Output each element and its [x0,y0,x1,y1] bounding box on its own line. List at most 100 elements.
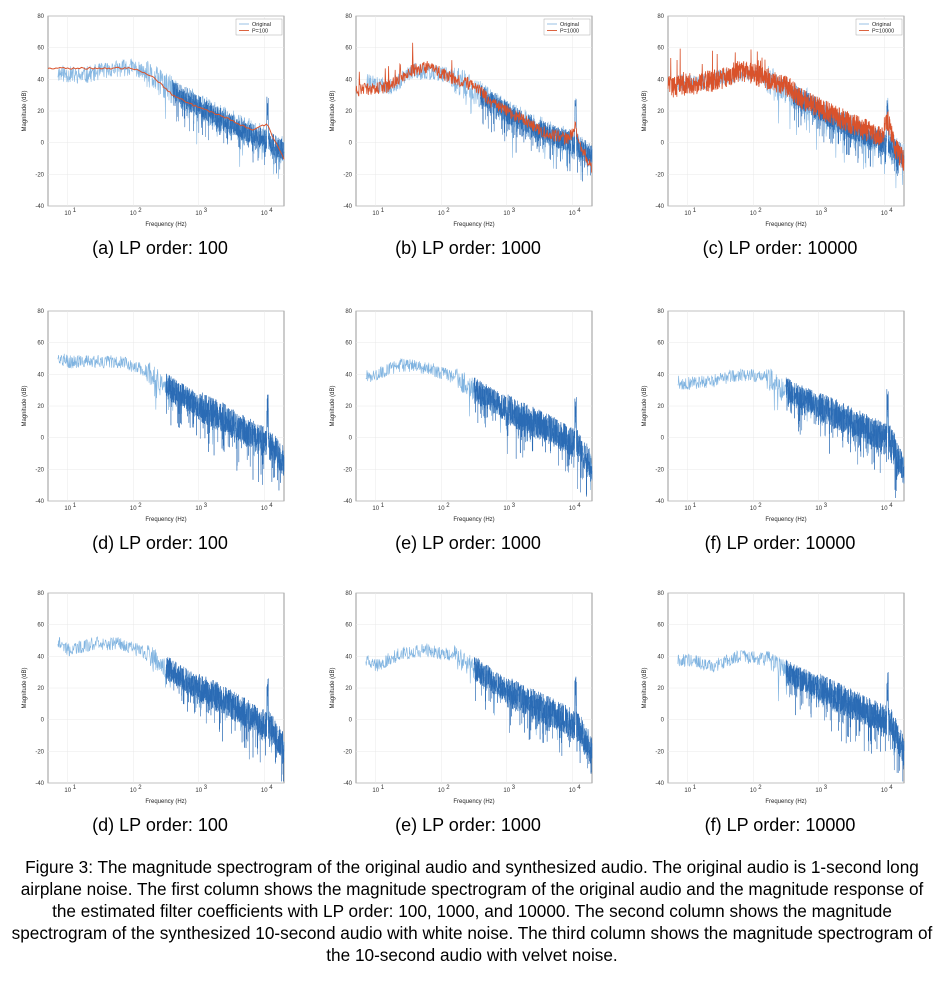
legend-box [543,18,591,36]
series-original-dense-line [480,85,593,182]
x-axis-label: Frequency (Hz) [453,222,494,228]
caption-f2: (f) LP order: 10000 [704,815,856,835]
x-axis-label: Frequency (Hz) [765,517,806,523]
y-tick-label: 60 [345,46,352,52]
x-tick-label: 10 [881,506,888,512]
legend-label-lp: P=100 [252,29,268,35]
caption-b: (b) LP order: 1000 [395,238,541,258]
x-tick-label: 10 [438,211,445,217]
x-tick-exponent: 4 [889,503,893,509]
caption-f1: (f) LP order: 10000 [704,533,856,553]
y-tick-label: 80 [37,14,44,20]
y-tick-label: 40 [657,654,664,660]
y-tick-label: 0 [349,141,353,147]
x-tick-exponent: 1 [381,208,385,214]
panel-b: 80 60 40 20 0 -20 -40 10 1 10 2 10 3 10 4 Frequency (Hz… [318,0,618,270]
y-tick-label: -20 [343,172,352,178]
y-tick-label: 0 [349,718,353,724]
y-tick-label: 80 [345,309,352,315]
y-tick-label: 20 [37,404,44,410]
y-tick-label: 20 [345,109,352,115]
x-tick-exponent: 1 [73,785,77,791]
caption-e2: (e) LP order: 1000 [395,815,541,835]
x-tick-exponent: 2 [138,785,142,791]
x-tick-label: 10 [815,211,822,217]
x-tick-label: 10 [372,788,379,794]
series-synth-dense-line [473,657,593,774]
series-lp-line [47,66,285,160]
x-axis-label: Frequency (Hz) [765,799,806,805]
x-axis-label: Frequency (Hz) [145,517,186,523]
series-synth-dense-line [785,659,905,782]
y-tick-label: 40 [37,372,44,378]
panel-f2: 80 60 40 20 0 -20 -40 10 1 10 2 10 3 10 4 Frequency (Hz… [630,577,930,847]
y-tick-label: -40 [655,204,664,210]
panel-d1: 80 60 40 20 0 -20 -40 10 1 10 2 10 3 10 4 Frequency (Hz… [10,295,310,565]
x-tick-exponent: 1 [381,503,385,509]
x-tick-label: 10 [684,211,691,217]
x-tick-exponent: 2 [758,208,762,214]
x-axis-label: Frequency (Hz) [145,799,186,805]
x-tick-exponent: 3 [512,785,516,791]
x-tick-exponent: 2 [758,785,762,791]
y-tick-label: 40 [345,654,352,660]
x-tick-label: 10 [64,506,71,512]
y-tick-label: -20 [35,172,44,178]
x-tick-exponent: 3 [512,208,516,214]
y-tick-label: -20 [343,749,352,755]
y-tick-label: 0 [41,718,45,724]
x-tick-label: 10 [750,506,757,512]
legend-label-lp: P=1000 [560,29,579,35]
y-tick-label: -20 [35,749,44,755]
x-tick-label: 10 [815,506,822,512]
panel-c: 80 60 40 20 0 -20 -40 10 1 10 2 10 3 10 4 Frequency (Hz… [630,0,930,270]
x-tick-exponent: 1 [693,503,697,509]
series-synth-dense-line [473,377,593,497]
x-tick-exponent: 1 [693,208,697,214]
x-tick-exponent: 2 [138,503,142,509]
y-axis-label: Magnitude (dB) [330,90,336,131]
y-tick-label: -20 [655,749,664,755]
y-tick-label: 0 [661,141,665,147]
x-tick-label: 10 [750,211,757,217]
x-tick-label: 10 [503,211,510,217]
panel-f1: 80 60 40 20 0 -20 -40 10 1 10 2 10 3 10 4 Frequency (Hz… [630,295,930,565]
x-tick-label: 10 [881,211,888,217]
y-tick-label: 40 [37,654,44,660]
x-tick-exponent: 2 [446,503,450,509]
y-tick-label: 20 [37,109,44,115]
y-tick-label: 40 [345,77,352,83]
x-tick-exponent: 4 [577,785,581,791]
panel-e2: 80 60 40 20 0 -20 -40 10 1 10 2 10 3 10 4 Frequency (Hz… [318,577,618,847]
x-tick-exponent: 3 [824,785,828,791]
x-tick-exponent: 2 [138,208,142,214]
y-tick-label: 20 [657,404,664,410]
y-axis-label: Magnitude (dB) [22,90,28,131]
caption-d1: (d) LP order: 100 [92,533,228,553]
y-axis-label: Magnitude (dB) [330,385,336,426]
y-tick-label: 60 [37,623,44,629]
x-tick-exponent: 3 [824,208,828,214]
y-tick-label: -40 [35,781,44,787]
x-tick-exponent: 4 [889,785,893,791]
y-tick-label: 0 [41,436,45,442]
legend-label-original: Original [252,22,271,28]
y-tick-label: 80 [657,14,664,20]
x-tick-exponent: 4 [269,503,273,509]
caption-e1: (e) LP order: 1000 [395,533,541,553]
x-tick-exponent: 3 [204,208,208,214]
y-tick-label: 60 [37,46,44,52]
y-tick-label: 80 [657,591,664,597]
legend-box [235,18,283,36]
x-tick-exponent: 4 [889,208,893,214]
y-tick-label: 0 [41,141,45,147]
x-tick-label: 10 [750,788,757,794]
x-tick-label: 10 [438,788,445,794]
x-tick-label: 10 [569,788,576,794]
legend-label-original: Original [872,22,891,28]
y-tick-label: 0 [349,436,353,442]
y-tick-label: -40 [343,781,352,787]
